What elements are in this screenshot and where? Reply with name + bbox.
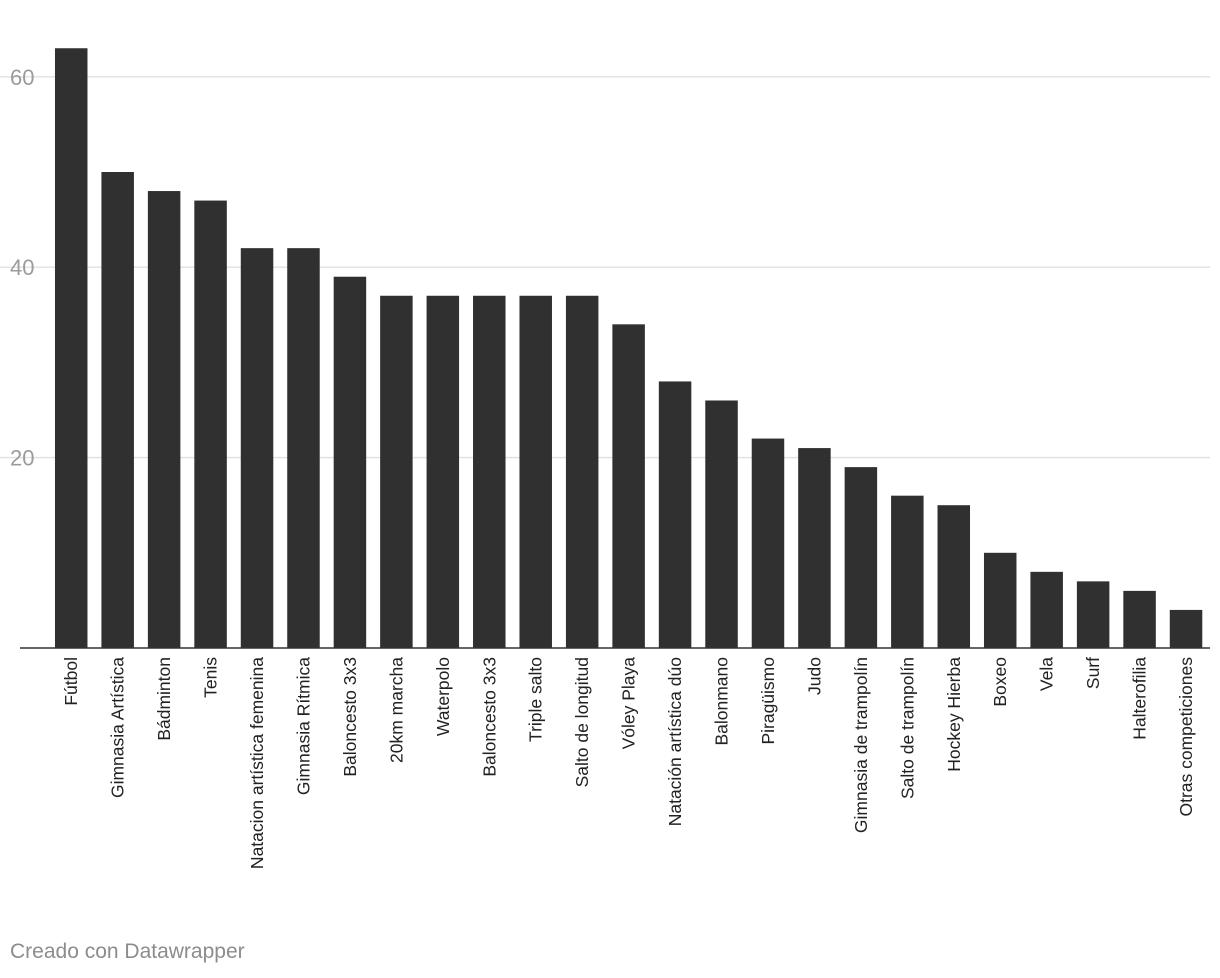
bar [333,276,367,648]
x-tick-label: Piragüismo [758,657,778,745]
x-tick-labels: Fútbol Gimnasia Artística Bádminton Tenis Na… [61,657,1196,869]
bar [1030,571,1063,648]
x-tick-label: Tenis [201,657,221,698]
bar [519,295,552,648]
x-tick-label: Natacion artística femenina [247,657,267,869]
x-tick-label: Vóley Playa [619,657,639,750]
x-tick-label: Boxeo [990,657,1010,707]
bar [705,400,738,648]
x-tick-label: Fútbol [61,657,81,706]
gridlines [0,76,1210,459]
bar [844,467,878,648]
bar [658,381,692,648]
bar [147,191,181,649]
x-tick-label: Salto de trampolín [897,657,917,799]
credit-line: Creado con Datawrapper [10,940,245,963]
x-tick-label: Baloncesto 3x3 [479,657,499,777]
x-tick-label: 20km marcha [386,657,406,763]
x-tick-label: Natación artística dúo [665,657,685,826]
bar [983,552,1017,648]
bar [287,248,320,648]
x-tick-label: Balonmano [712,657,732,746]
x-tick-label: Waterpolo [433,657,453,736]
y-tick-label: 20 [10,446,34,471]
bar [380,295,413,648]
bar [565,295,599,648]
y-tick-label: 60 [10,65,34,90]
bar-chart: 20 40 60 Fútbol Gimnasia Artística Bádminton… [0,48,1210,869]
x-tick-label: Hockey Hierba [944,657,964,772]
bar [194,200,227,648]
bar [1169,609,1203,648]
bar [54,48,88,649]
x-tick-label: Halterofilia [1130,657,1150,740]
x-tick-label: Gimnasia Artística [108,657,128,798]
bar [612,324,645,648]
bars [54,48,1203,649]
x-tick-label: Gimnasia Rítmica [293,657,313,795]
bar [101,172,134,648]
bar [937,505,971,648]
x-tick-label: Surf [1083,657,1103,689]
bar [751,438,785,648]
bar [473,295,506,648]
bar [891,495,924,648]
x-tick-label: Judo [804,657,824,695]
bar [240,248,274,648]
y-tick-labels: 20 40 60 [10,65,34,471]
x-tick-label: Triple salto [526,657,546,742]
x-tick-label: Bádminton [154,657,174,741]
bar [426,295,460,648]
x-tick-label: Gimnasia de trampolín [851,657,871,833]
bar [1076,581,1110,648]
bar [798,448,831,648]
x-tick-label: Vela [1037,657,1057,691]
bar [1123,590,1156,648]
x-tick-label: Otras competiciones [1176,657,1196,817]
y-tick-label: 40 [10,255,34,280]
x-tick-label: Baloncesto 3x3 [340,657,360,777]
x-tick-label: Salto de longitud [572,657,592,787]
